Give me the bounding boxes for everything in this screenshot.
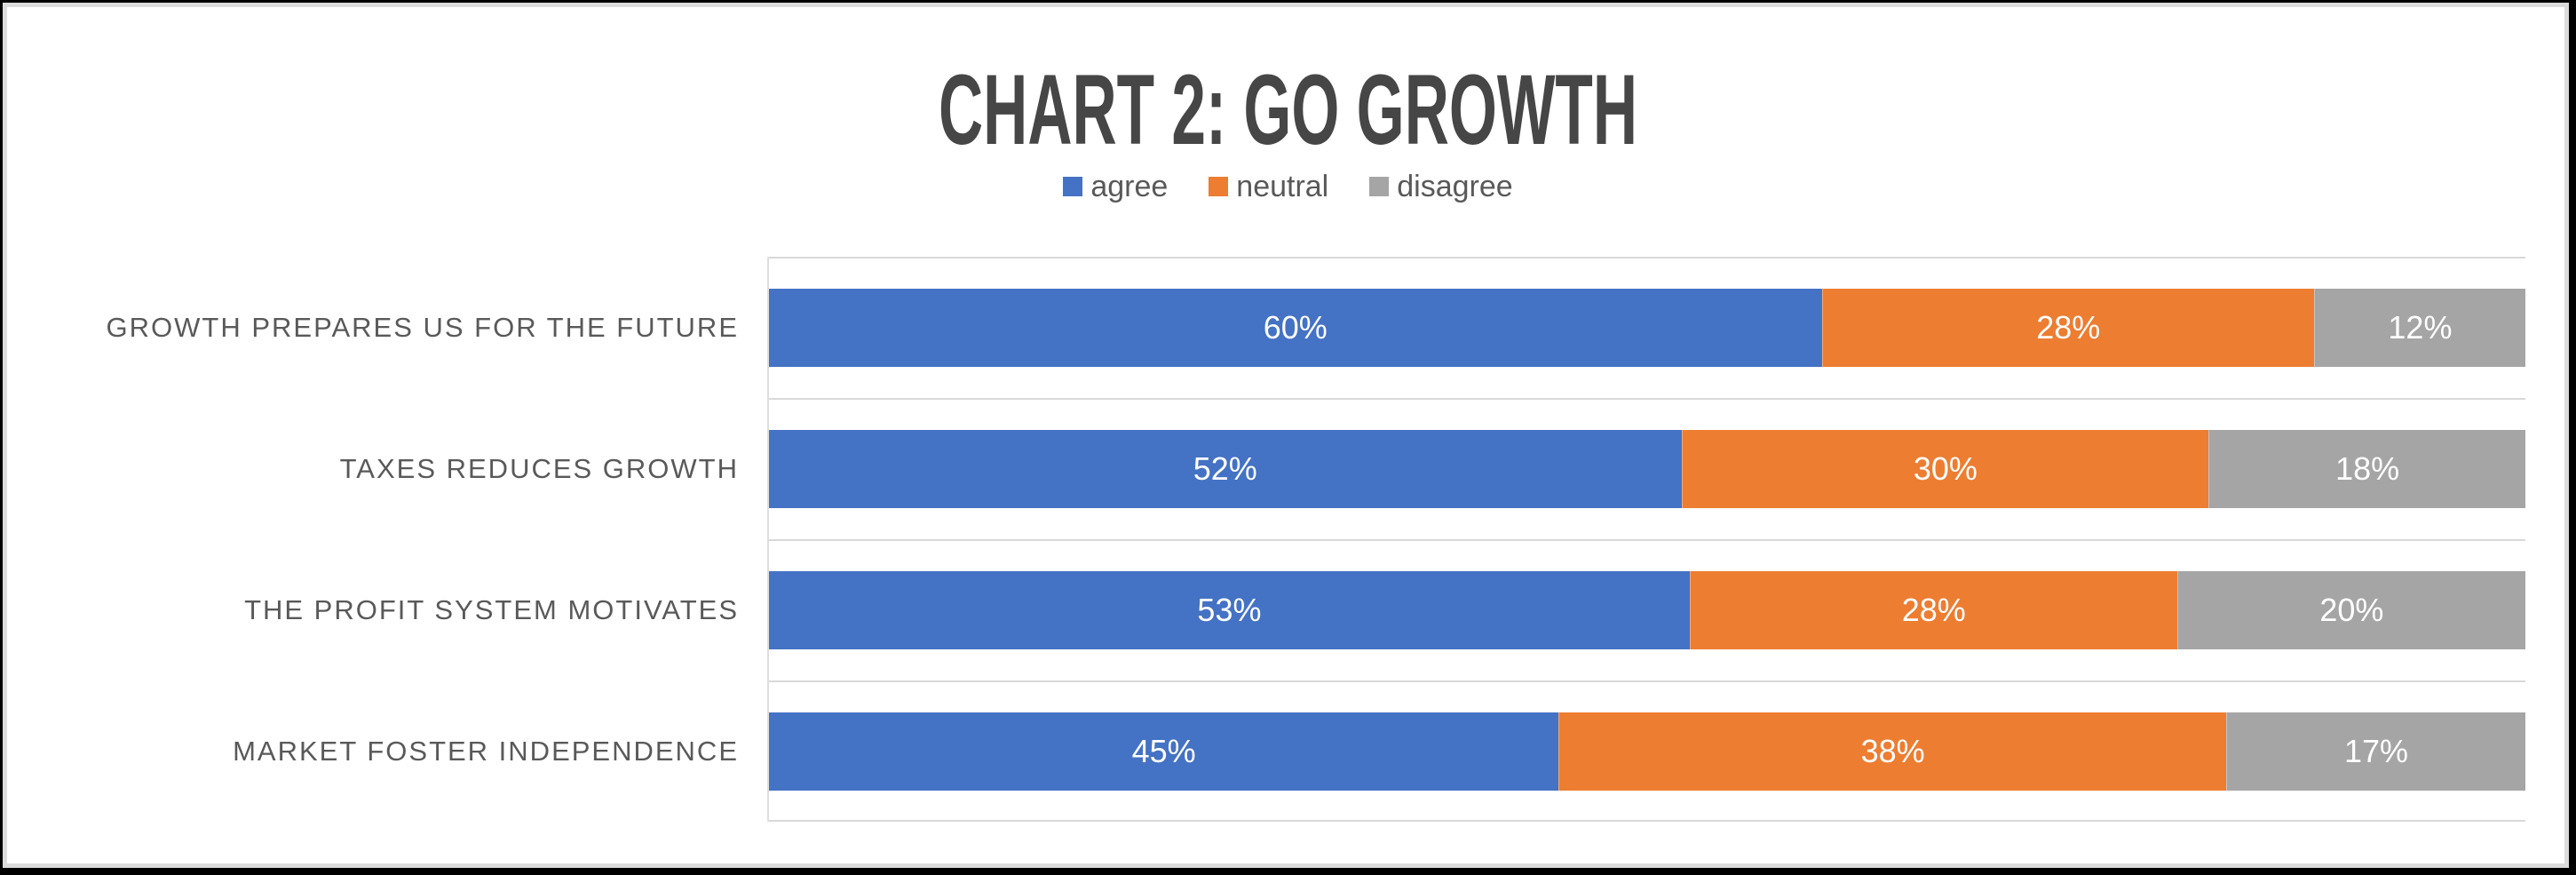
category-label: TAXES REDUCES GROWTH: [339, 453, 739, 484]
bar-segment-disagree: 12%: [2313, 288, 2525, 367]
plot-area: 60% 28% 12% 52% 30% 18% 53% 28% 20% 45% 38% 17%: [767, 257, 2525, 822]
category-cell: MARKET FOSTER INDEPENDENCE: [0, 680, 767, 822]
legend-swatch-icon: [1063, 177, 1083, 196]
gridline: [769, 680, 2525, 682]
bar-segment-neutral: 38%: [1558, 712, 2227, 791]
data-label: 28%: [1901, 591, 1966, 628]
gridline: [769, 398, 2525, 400]
legend-label: agree: [1090, 170, 1169, 203]
legend: agree neutral disagree: [0, 165, 2576, 208]
data-label: 28%: [2036, 308, 2101, 346]
category-cell: TAXES REDUCES GROWTH: [0, 398, 767, 539]
data-label: 52%: [1193, 449, 1257, 487]
bar-segment-agree: 52%: [769, 429, 1682, 508]
data-label: 60%: [1263, 308, 1328, 346]
data-label: 20%: [2319, 591, 2384, 628]
bar-segment-neutral: 30%: [1681, 429, 2209, 508]
data-label: 30%: [1913, 449, 1978, 487]
bar-row: 45% 38% 17%: [769, 680, 2525, 822]
bar-row: 53% 28% 20%: [769, 539, 2525, 680]
category-label: GROWTH PREPARES US FOR THE FUTURE: [106, 312, 739, 343]
legend-swatch-icon: [1369, 177, 1390, 196]
legend-swatch-icon: [1209, 177, 1229, 196]
legend-label: disagree: [1397, 170, 1513, 203]
bar-row: 60% 28% 12%: [769, 257, 2525, 398]
data-label: 12%: [2388, 308, 2453, 346]
category-axis-labels: GROWTH PREPARES US FOR THE FUTURE TAXES R…: [0, 257, 767, 822]
category-label: THE PROFIT SYSTEM MOTIVATES: [244, 594, 739, 625]
bar-segment-disagree: 20%: [2176, 570, 2525, 649]
gridline: [769, 820, 2525, 822]
bar-segment-disagree: 18%: [2208, 429, 2525, 508]
category-cell: THE PROFIT SYSTEM MOTIVATES: [0, 539, 767, 680]
bar-row: 52% 30% 18%: [769, 398, 2525, 539]
bar-segment-neutral: 28%: [1689, 570, 2177, 649]
chart-title: CHART 2: GO GROWTH: [939, 54, 1637, 165]
bar-segment-agree: 45%: [769, 712, 1559, 791]
stacked-bar: 45% 38% 17%: [769, 712, 2525, 791]
stacked-bar: 52% 30% 18%: [769, 429, 2525, 508]
category-cell: GROWTH PREPARES US FOR THE FUTURE: [0, 257, 767, 398]
legend-label: neutral: [1236, 170, 1329, 203]
data-label: 17%: [2344, 732, 2409, 769]
legend-item-disagree: disagree: [1369, 170, 1513, 203]
category-label: MARKET FOSTER INDEPENDENCE: [233, 736, 739, 767]
data-label: 18%: [2335, 449, 2400, 487]
legend-item-neutral: neutral: [1209, 171, 1328, 202]
bar-segment-agree: 53%: [769, 570, 1690, 649]
legend-item-agree: agree: [1063, 171, 1168, 202]
data-label: 53%: [1197, 591, 1262, 628]
bar-segment-neutral: 28%: [1821, 288, 2314, 367]
gridline: [769, 539, 2525, 541]
bar-segment-disagree: 17%: [2226, 712, 2525, 791]
bar-segment-agree: 60%: [769, 288, 1822, 367]
data-label: 45%: [1131, 732, 1196, 769]
stacked-bar: 53% 28% 20%: [769, 570, 2525, 649]
data-label: 38%: [1860, 732, 1925, 769]
stacked-bar: 60% 28% 12%: [769, 288, 2525, 367]
gridline: [769, 257, 2525, 259]
